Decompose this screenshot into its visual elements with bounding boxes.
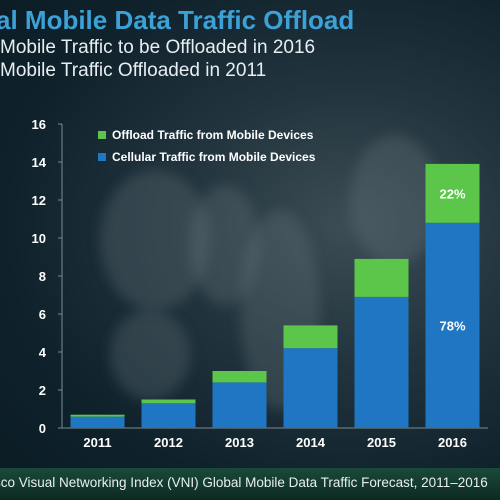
y-tick-label: 10 [32,231,46,246]
x-tick-label: 2012 [154,435,183,450]
chart-legend: Offload Traffic from Mobile Devices Cell… [98,124,315,168]
bar-offload-2016 [425,163,480,223]
background-photo [100,170,210,310]
footer-source: sco Visual Networking Index (VNI) Global… [0,475,488,490]
bar-offload-2015 [354,258,409,297]
x-tick-label: 2011 [83,435,111,450]
background-photo [350,135,440,265]
x-tick-label: 2016 [438,435,467,450]
x-tick-label: 2015 [367,435,396,450]
y-tick-label: 6 [39,307,46,322]
subtitle-offload-2011: Mobile Traffic Offloaded in 2011 [0,60,267,81]
x-tick-label: 2013 [225,435,254,450]
bar-cellular-2015 [354,296,409,428]
subtitle-offload-2016: Mobile Traffic to be Offloaded in 2016 [0,37,316,58]
background-photo [110,310,190,400]
data-label-offload-2016: 22% [439,186,465,201]
bar-cellular-2012 [141,403,196,428]
legend-label-cellular: Cellular Traffic from Mobile Devices [112,150,316,164]
footer-bar: sco Visual Networking Index (VNI) Global… [0,468,500,500]
bar-cellular-2011 [70,416,125,428]
bar-cellular-2013 [212,382,267,428]
legend-swatch-offload [98,131,106,139]
legend-item-offload: Offload Traffic from Mobile Devices [98,124,315,146]
page-title: al Mobile Data Traffic Offload [0,5,355,35]
bar-offload-2011 [70,414,125,417]
bar-cellular-2014 [283,348,338,428]
bar-offload-2013 [212,371,267,383]
y-tick-label: 2 [39,383,46,398]
legend-label-offload: Offload Traffic from Mobile Devices [112,128,314,142]
x-tick-label: 2014 [296,435,326,450]
legend-item-cellular: Cellular Traffic from Mobile Devices [98,146,315,168]
stacked-bar-chart: 0 2 4 6 8 10 12 14 16 2011 2012 2013 2014 2015 2016 22%… [32,117,488,450]
title-block: al Mobile Data Traffic Offload Mobile Tr… [0,4,354,82]
bar-cellular-2016 [425,222,480,428]
y-tick-label: 16 [32,117,46,132]
bar-offload-2012 [141,399,196,404]
y-tick-label: 12 [32,193,46,208]
y-tick-label: 8 [39,269,46,284]
y-tick-label: 0 [39,421,46,436]
y-tick-label: 14 [32,155,47,170]
legend-swatch-cellular [98,153,106,161]
bar-offload-2014 [283,325,338,349]
y-tick-label: 4 [39,345,47,360]
data-label-cellular-2016: 78% [439,318,465,333]
background-photo [190,185,260,305]
